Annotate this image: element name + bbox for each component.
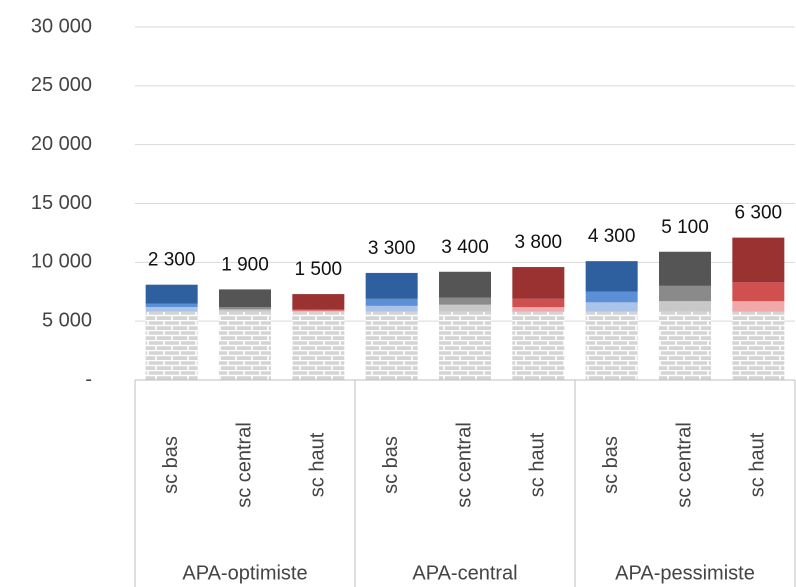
- bar-label: 3 300: [368, 238, 416, 259]
- bar-segment: [219, 309, 271, 312]
- x-tick-label: sc haut: [527, 432, 549, 497]
- bar-segment: [439, 297, 491, 305]
- bar-segment: [292, 294, 345, 310]
- y-tick-label: 25 000: [31, 74, 92, 96]
- bar-segment: [512, 267, 565, 299]
- bar-segment: [145, 284, 198, 304]
- x-tick-label: sc bas: [160, 436, 182, 494]
- bar-segment: [659, 311, 711, 380]
- bar-segment: [145, 307, 198, 312]
- y-tick-label: 15 000: [31, 192, 92, 214]
- bar-segment: [732, 282, 785, 302]
- y-tick-label: 5 000: [42, 309, 92, 331]
- bar-segment: [292, 309, 345, 311]
- bar-segment: [145, 311, 198, 380]
- bar-segment: [292, 311, 345, 380]
- bar-segment: [365, 298, 418, 306]
- bar-segment: [659, 301, 711, 312]
- bar-segment: [659, 285, 711, 302]
- bar-segment: [585, 311, 638, 380]
- bar-segment: [732, 237, 785, 283]
- bar-label: 3 400: [441, 237, 489, 258]
- bar-segment: [439, 271, 491, 298]
- x-tick-label: sc haut: [307, 432, 329, 497]
- bar-segment: [219, 289, 271, 308]
- group-label: APA-optimiste: [182, 562, 307, 584]
- bar-segment: [292, 310, 345, 312]
- bar-segment: [439, 311, 491, 380]
- x-tick-label: sc central: [453, 422, 475, 508]
- bar-label: 3 800: [515, 232, 563, 253]
- x-tick-label: sc central: [233, 422, 255, 508]
- bar-segment: [512, 311, 565, 380]
- group-label: APA-pessimiste: [615, 562, 755, 584]
- bar-segment: [219, 311, 271, 380]
- bar-segment: [585, 261, 638, 292]
- y-tick-label: 10 000: [31, 251, 92, 273]
- bar-label: 1 500: [295, 259, 343, 280]
- bar-segment: [365, 311, 418, 380]
- bar-segment: [585, 302, 638, 312]
- x-tick-label: sc central: [673, 422, 695, 508]
- bar-segment: [512, 298, 565, 308]
- bar-segment: [439, 304, 491, 312]
- bar-segment: [659, 251, 711, 286]
- group-label: APA-central: [412, 562, 517, 584]
- y-tick-label: -: [85, 368, 92, 390]
- bar-segment: [365, 272, 418, 299]
- bar-segment: [219, 307, 271, 310]
- y-tick-label: 20 000: [31, 133, 92, 155]
- bar-segment: [365, 305, 418, 312]
- bar-label: 6 300: [735, 203, 783, 224]
- x-tick-label: sc haut: [747, 432, 769, 497]
- bar-segment: [732, 301, 785, 312]
- bar-label: 5 100: [661, 217, 709, 238]
- bar-label: 1 900: [221, 254, 269, 275]
- x-tick-label: sc bas: [600, 436, 622, 494]
- bar-segment: [732, 311, 785, 380]
- x-tick-label: sc bas: [380, 436, 402, 494]
- bar-segment: [512, 307, 565, 312]
- bar-segment: [145, 303, 198, 308]
- bar-label: 4 300: [588, 226, 636, 247]
- y-tick-label: 30 000: [31, 15, 92, 37]
- bar-label: 2 300: [148, 250, 196, 271]
- bar-segment: [585, 291, 638, 303]
